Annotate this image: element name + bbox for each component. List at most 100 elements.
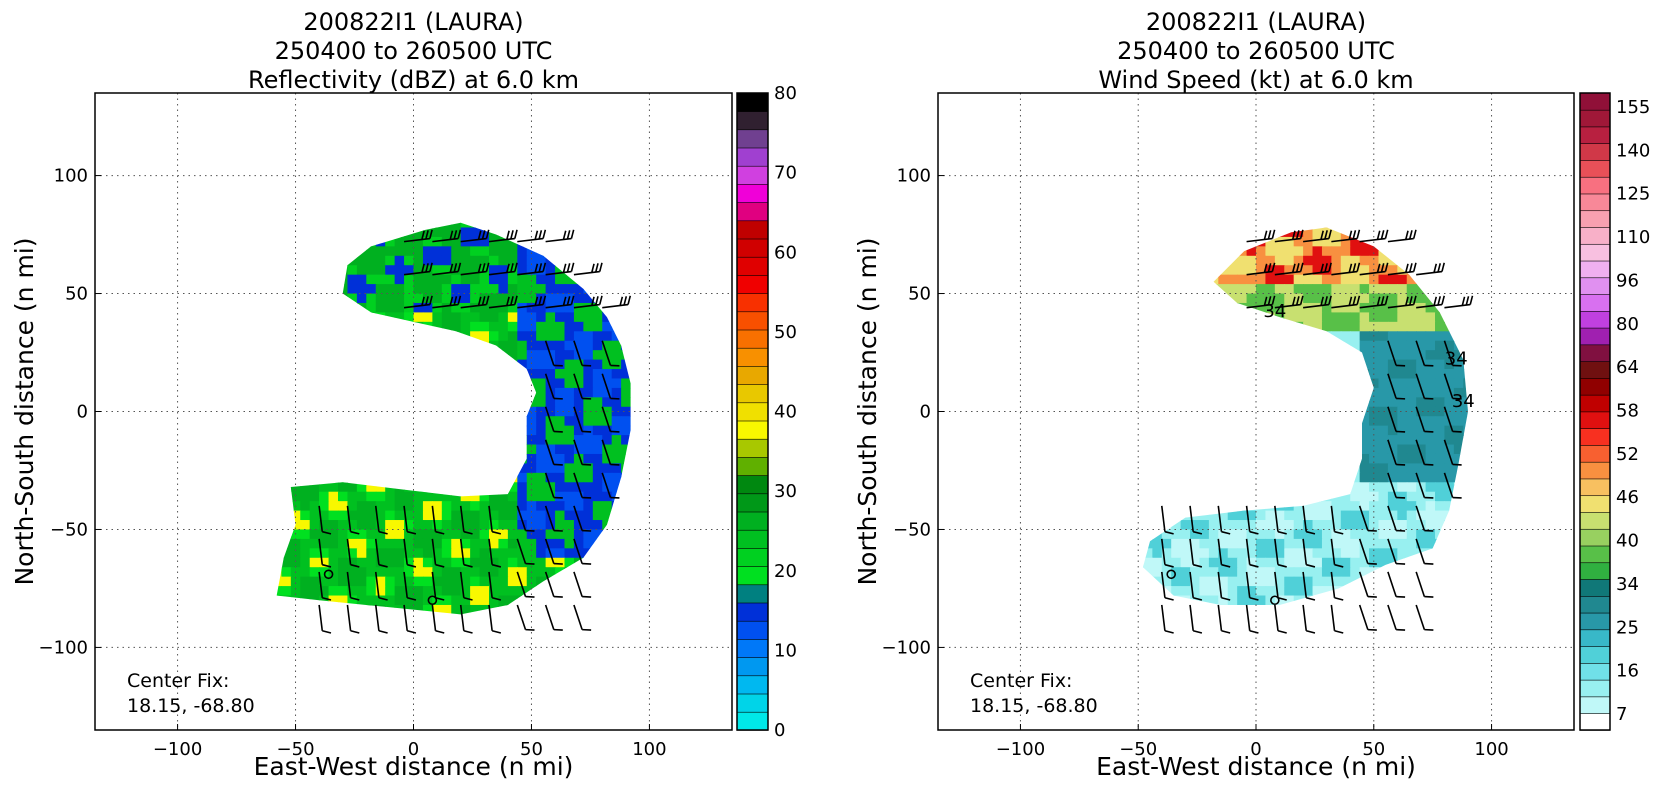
field-cell [592,453,603,465]
field-cell [1171,293,1182,304]
field-cell [319,548,330,559]
field-cell [432,387,443,398]
field-cell [470,312,481,323]
field-cell [1312,302,1323,314]
field-cell [1142,472,1144,483]
field-cell [1246,397,1257,408]
field-cell [1208,369,1219,380]
field-cell [309,482,320,493]
field-cell [432,472,443,483]
field-cell [347,246,358,257]
field-cell [422,482,433,493]
field-cell [631,218,641,228]
field-cell [1312,538,1323,549]
field-cell [1453,406,1464,417]
field-cell [309,595,320,606]
field-cell [441,482,452,493]
field-cell [460,501,471,512]
field-cell [1256,227,1267,229]
field-cell [1453,284,1464,295]
field-cell [1369,284,1380,295]
field-cell [1152,284,1163,295]
field-cell [1331,227,1342,238]
wind-barb [1387,303,1414,309]
field-cell [1115,454,1125,464]
x-tick-label: −100 [153,739,202,760]
field-cell [498,595,509,606]
field-cell [479,567,490,578]
wind-barb [516,604,527,630]
field-cell [1331,246,1342,257]
field-cell [404,236,415,247]
field-cell [564,586,575,597]
field-cell [375,293,386,304]
field-cell [611,312,622,323]
field-cell [470,501,481,512]
field-cell [1265,265,1276,276]
field-cell [451,246,462,257]
field-cell [1321,331,1332,342]
field-cell [1115,614,1125,624]
field-cell [1444,369,1455,380]
field-cell [413,576,424,587]
field-cell [451,604,462,615]
field-cell [470,538,481,549]
field-cell [1274,453,1285,465]
field-cell [276,302,282,314]
barb-flag [350,530,360,535]
field-cell [338,501,349,512]
field-cell [319,387,330,398]
field-cell [1369,340,1380,351]
field-cell [394,236,405,247]
barb-flag [1380,296,1385,306]
field-cell [319,586,330,597]
field-cell [1171,387,1182,398]
field-cell [413,265,424,276]
field-cell [564,425,575,436]
field-cell [1115,539,1125,549]
field-cell [1369,378,1380,389]
field-cell [1208,510,1219,521]
field-cell [1303,397,1314,408]
field-cell [1322,605,1332,615]
field-cell [592,567,603,578]
field-cell [1274,227,1285,238]
field-cell [1284,274,1295,285]
field-cell [1274,350,1285,361]
field-cell [470,595,481,606]
field-cell [413,435,424,446]
contour-label: 34 [1445,348,1468,369]
field-cell [422,472,433,483]
field-cell [488,227,500,238]
field-cell [507,520,518,531]
field-cell [573,435,584,446]
field-cell [526,444,537,455]
field-cell [1416,293,1427,304]
field-cell [1218,227,1229,229]
field-cell [1425,255,1436,266]
field-cell [1406,435,1417,446]
field-cell [1473,294,1483,304]
field-cell [1199,387,1210,398]
field-cell [385,453,396,465]
field-cell [1331,255,1342,266]
field-cell [1199,548,1210,559]
colorbar-swatch [736,311,769,331]
field-cell [526,246,537,257]
barb-flag [435,563,445,568]
field-cell [276,397,282,408]
field-cell [1463,520,1468,531]
field-cell [1142,444,1153,455]
field-cell [394,501,405,512]
barb-flag [1291,263,1296,273]
field-cell [536,614,546,624]
field-cell [611,425,622,436]
barb-flag [570,295,575,305]
field-cell [1331,501,1342,512]
barb-flag [425,263,429,273]
field-cell [1218,453,1229,465]
field-cell [1265,435,1276,446]
field-cell [631,303,641,313]
field-cell [1340,265,1351,276]
field-cell [1293,397,1304,408]
